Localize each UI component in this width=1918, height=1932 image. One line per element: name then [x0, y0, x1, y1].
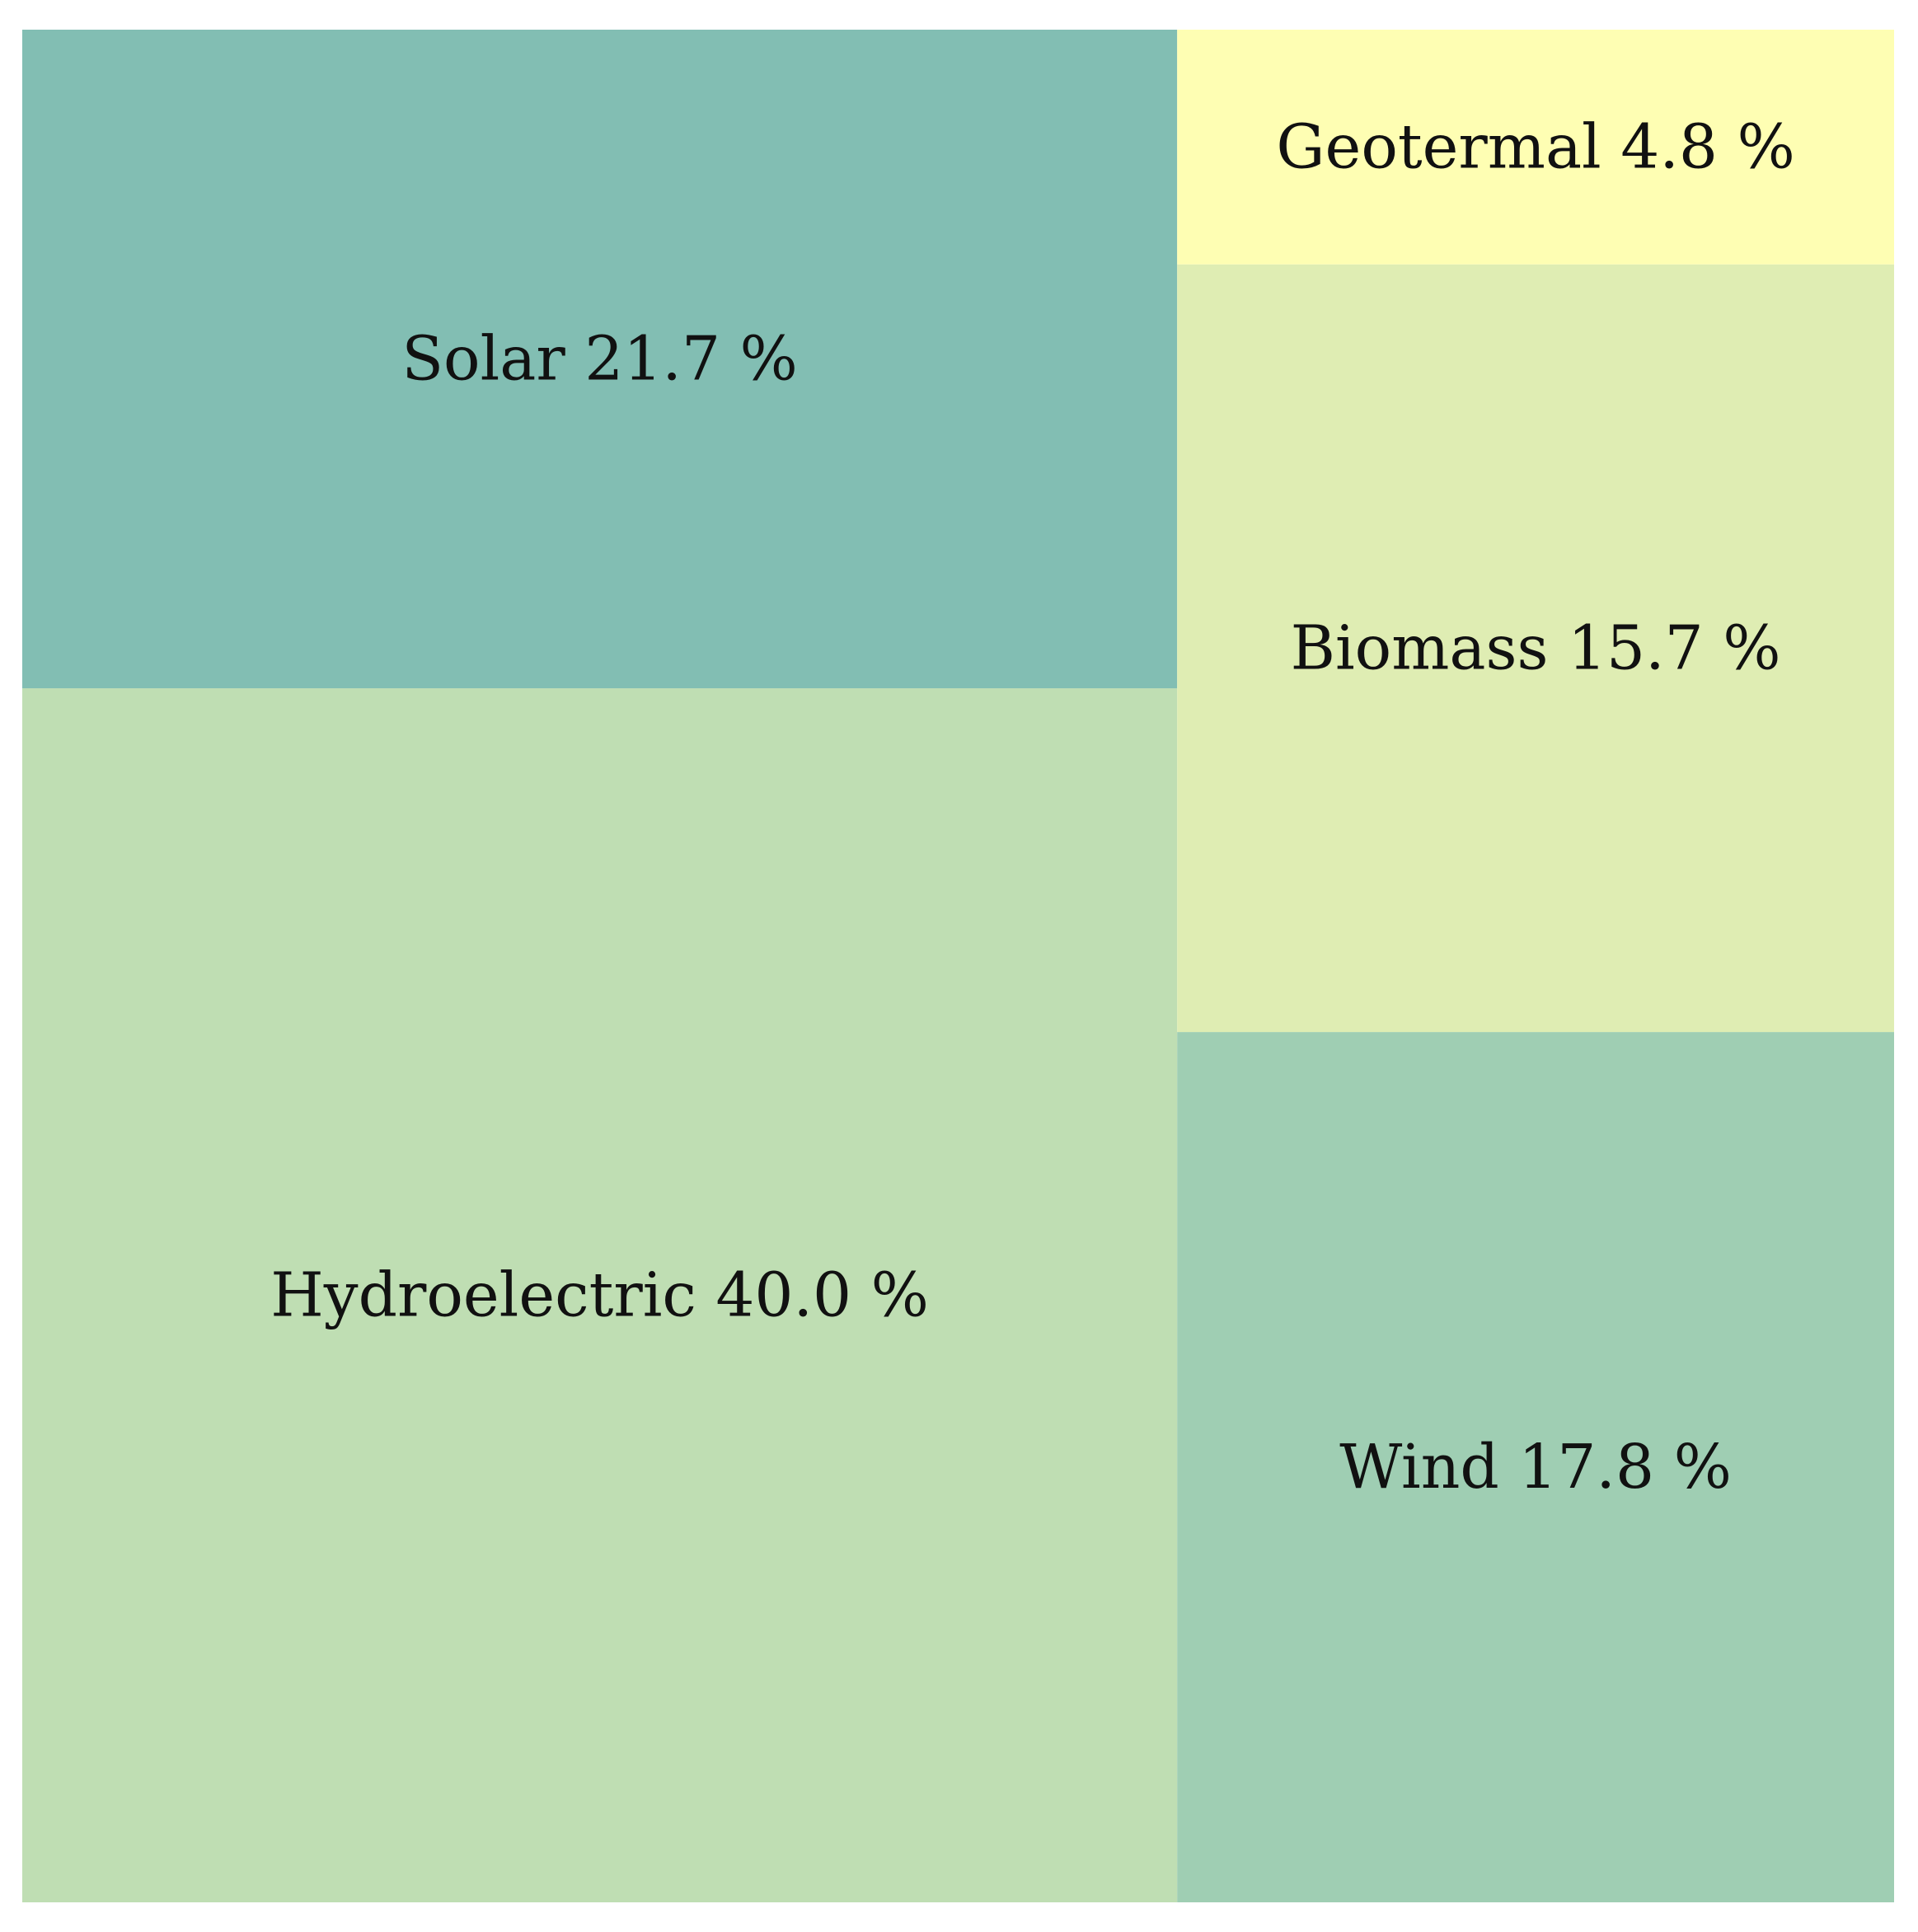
- tile-biomass: [1177, 264, 1894, 1033]
- tile-label-geotermal: Geotermal 4.8 %: [1276, 111, 1794, 182]
- tile-label-wind: Wind 17.8 %: [1339, 1432, 1732, 1503]
- treemap-labels: Hydroelectric 40.0 % Solar 21.7 % Wind 17.…: [270, 111, 1795, 1503]
- treemap-tiles: [22, 30, 1894, 1903]
- tile-hydroelectric: [22, 688, 1178, 1903]
- tile-label-hydroelectric: Hydroelectric 40.0 %: [270, 1260, 929, 1331]
- tile-label-solar: Solar 21.7 %: [401, 324, 798, 395]
- tile-solar: [22, 30, 1178, 689]
- tile-geotermal: [1177, 30, 1894, 265]
- tile-label-biomass: Biomass 15.7 %: [1291, 612, 1781, 683]
- tile-wind: [1177, 1032, 1894, 1902]
